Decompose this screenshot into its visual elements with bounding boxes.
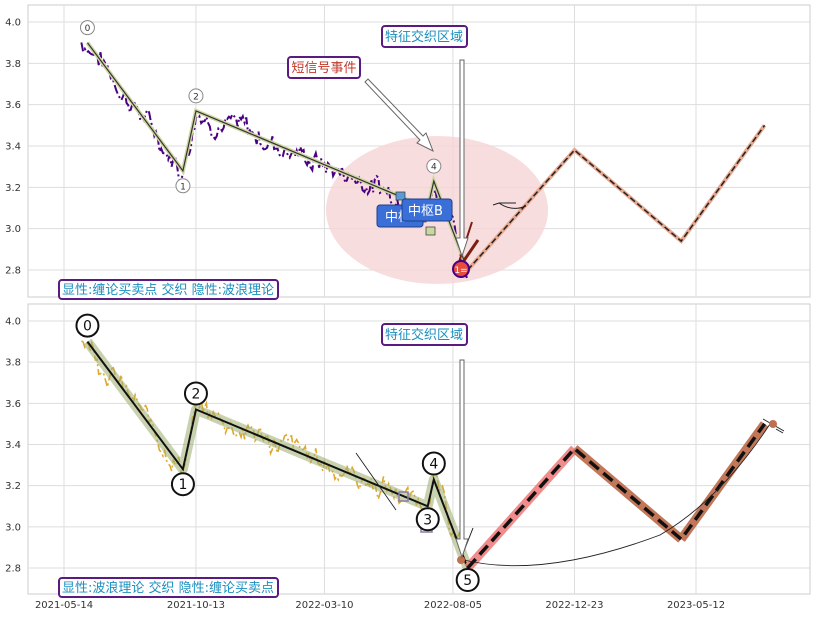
proj-start-dot	[457, 556, 465, 564]
wave-label-circle	[183, 381, 208, 406]
buy-point-marker-label: 1=	[454, 266, 467, 276]
wave-label: 2	[191, 387, 200, 403]
y-tick-label: 3.6	[5, 100, 21, 111]
bottom-wave-line	[86, 341, 469, 569]
signal-line-left	[355, 452, 397, 511]
wave-label-circle	[175, 178, 191, 194]
x-tick-label: 2022-03-10	[295, 600, 353, 611]
short-signal-text: 短信号事件	[291, 61, 356, 76]
y-tick-label: 2.8	[5, 564, 21, 575]
y-tick-label: 2.8	[5, 266, 21, 277]
y-tick-label: 3.2	[5, 481, 21, 492]
x-tick-label: 2022-08-05	[424, 600, 482, 611]
wave-label-circle	[188, 88, 204, 104]
wave-label-circle	[415, 507, 440, 532]
bottom-caption: 显性:波浪理论 交织 隐性:缠论买卖点	[58, 577, 279, 598]
feature-zone-arrow-bottom	[455, 359, 469, 559]
y-tick-label: 3.0	[5, 224, 21, 235]
zhongshu-square	[425, 226, 436, 236]
x-tick-label: 2021-05-14	[35, 600, 93, 611]
bottom-y-tick-labels: 4.0 3.8 3.6 3.4 3.2 3.0 2.8	[5, 317, 21, 575]
wave-label: 0	[83, 319, 92, 335]
top-wave-labels: 0 1 2 4	[79, 20, 442, 194]
wave-label: 0	[85, 24, 91, 34]
wave-label: 3	[423, 512, 432, 528]
wave-label: 2	[193, 92, 199, 102]
y-tick-label: 3.0	[5, 522, 21, 533]
y-tick-label: 3.4	[5, 440, 21, 451]
x-tick-label: 2022-12-23	[545, 600, 603, 611]
arc-curve	[459, 423, 771, 567]
x-tick-label: 2023-05-12	[667, 600, 725, 611]
y-tick-label: 4.0	[5, 317, 21, 328]
feature-zone-callout-bottom: 特征交织区域	[381, 323, 468, 346]
top-caption-text: 显性:缠论买卖点 交织 隐性:波浪理论	[62, 282, 274, 298]
y-tick-label: 3.2	[5, 183, 21, 194]
short-signal-callout: 短信号事件	[287, 56, 361, 79]
feature-zone-text: 特征交织区域	[385, 29, 463, 45]
top-wave-line	[86, 42, 469, 271]
bottom-plot-frame	[27, 303, 811, 595]
y-tick-label: 4.0	[5, 18, 21, 29]
feature-zone-text-bottom: 特征交织区域	[385, 327, 463, 343]
y-tick-label: 3.6	[5, 399, 21, 410]
y-tick-label: 3.4	[5, 142, 21, 153]
bottom-projection-line	[466, 422, 767, 570]
wave-label: 1	[180, 182, 186, 192]
bottom-caption-text: 显性:波浪理论 交织 隐性:缠论买卖点	[62, 580, 274, 596]
buy-point-marker	[452, 260, 470, 278]
y-tick-label: 3.8	[5, 358, 21, 369]
wave-label: 1	[178, 477, 187, 493]
y-tick-label: 3.8	[5, 59, 21, 70]
wave-label-circle	[455, 568, 480, 592]
short-signal-arrow	[364, 78, 434, 153]
wave-label-circle	[170, 472, 195, 497]
feature-zone-arrow	[455, 59, 469, 258]
hidden-zhongshu-square	[398, 491, 409, 502]
top-caption: 显性:缠论买卖点 交织 隐性:波浪理论	[58, 279, 279, 300]
wave-label: 4	[429, 456, 438, 472]
top-projection-line	[467, 124, 766, 271]
zhongshu-b-label: 中枢B	[408, 204, 443, 219]
x-tick-labels: 2021-05-14 2021-10-13 2022-03-10 2022-08-05…	[35, 600, 725, 611]
wave-label: 5	[463, 573, 472, 589]
zhongshu-b-box: 中枢B	[401, 198, 453, 222]
proj-end-dot	[769, 420, 777, 428]
wave-label-circle	[75, 313, 100, 338]
arrow-dark-red	[461, 239, 480, 263]
bottom-wave-labels: 0 1 2 3 4 5	[75, 313, 480, 592]
wave-label-circle	[421, 451, 446, 476]
zhongshu-square	[395, 191, 406, 201]
bottom-panel: 4.0 3.8 3.6 3.4 3.2 3.0 2.8 0 1 2 3 4 5 特征交织区域 显性:波…	[5, 303, 811, 598]
annotation-bracket	[492, 202, 527, 209]
x-tick-label: 2021-10-13	[167, 600, 225, 611]
feature-zone-callout: 特征交织区域	[381, 25, 468, 48]
wave-label-circle	[426, 158, 442, 174]
wave-label-circle	[79, 20, 95, 36]
top-y-tick-labels: 4.0 3.8 3.6 3.4 3.2 3.0 2.8	[5, 18, 21, 277]
wave-label: 4	[431, 163, 437, 173]
